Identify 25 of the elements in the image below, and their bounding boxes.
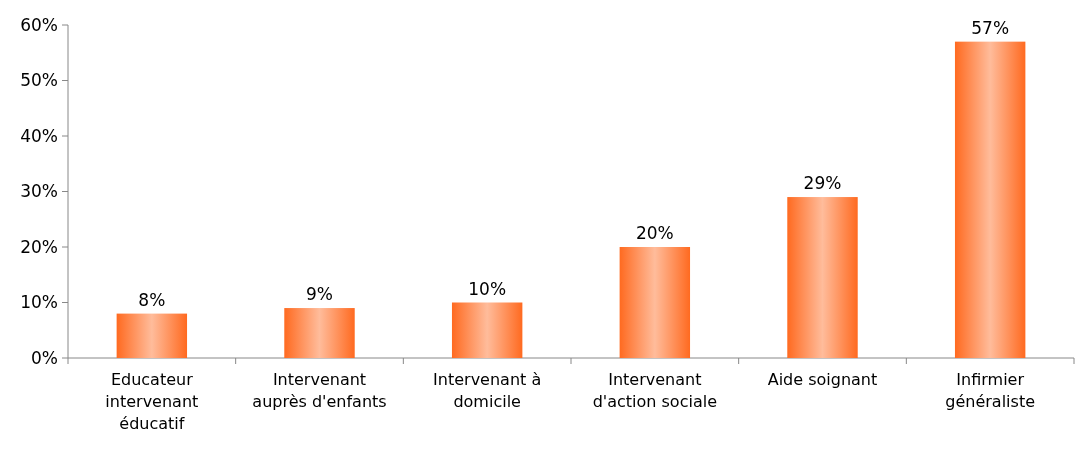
x-tick-label: Infirmier généraliste (945, 370, 1036, 411)
y-tick-label: 60% (20, 14, 58, 35)
bar (954, 41, 1026, 358)
data-label: 29% (803, 173, 842, 194)
data-label: 9% (306, 284, 333, 305)
data-label: 8% (138, 289, 166, 310)
y-tick-label: 30% (20, 181, 58, 202)
bar (619, 247, 691, 358)
x-tick-label: Intervenant auprès d'enfants (252, 370, 387, 411)
x-tick-label: Aide soignant (767, 370, 878, 389)
x-tick-label: Educateur intervenant éducatif (105, 370, 199, 433)
bar (787, 197, 858, 358)
data-label: 20% (635, 223, 674, 243)
y-tick-label: 0% (31, 347, 58, 368)
y-tick-label: 50% (20, 70, 58, 91)
x-tick-label: Intervenant à domicile (433, 370, 542, 411)
data-label: 57% (971, 17, 1010, 38)
y-tick-label: 40% (20, 125, 58, 146)
x-tick-label: Intervenant d'action sociale (592, 370, 718, 411)
y-tick-label: 20% (20, 236, 58, 257)
bar (284, 308, 355, 358)
y-tick-label: 10% (20, 292, 58, 313)
data-label: 10% (468, 278, 507, 299)
bar (451, 302, 523, 358)
bar (116, 313, 188, 358)
